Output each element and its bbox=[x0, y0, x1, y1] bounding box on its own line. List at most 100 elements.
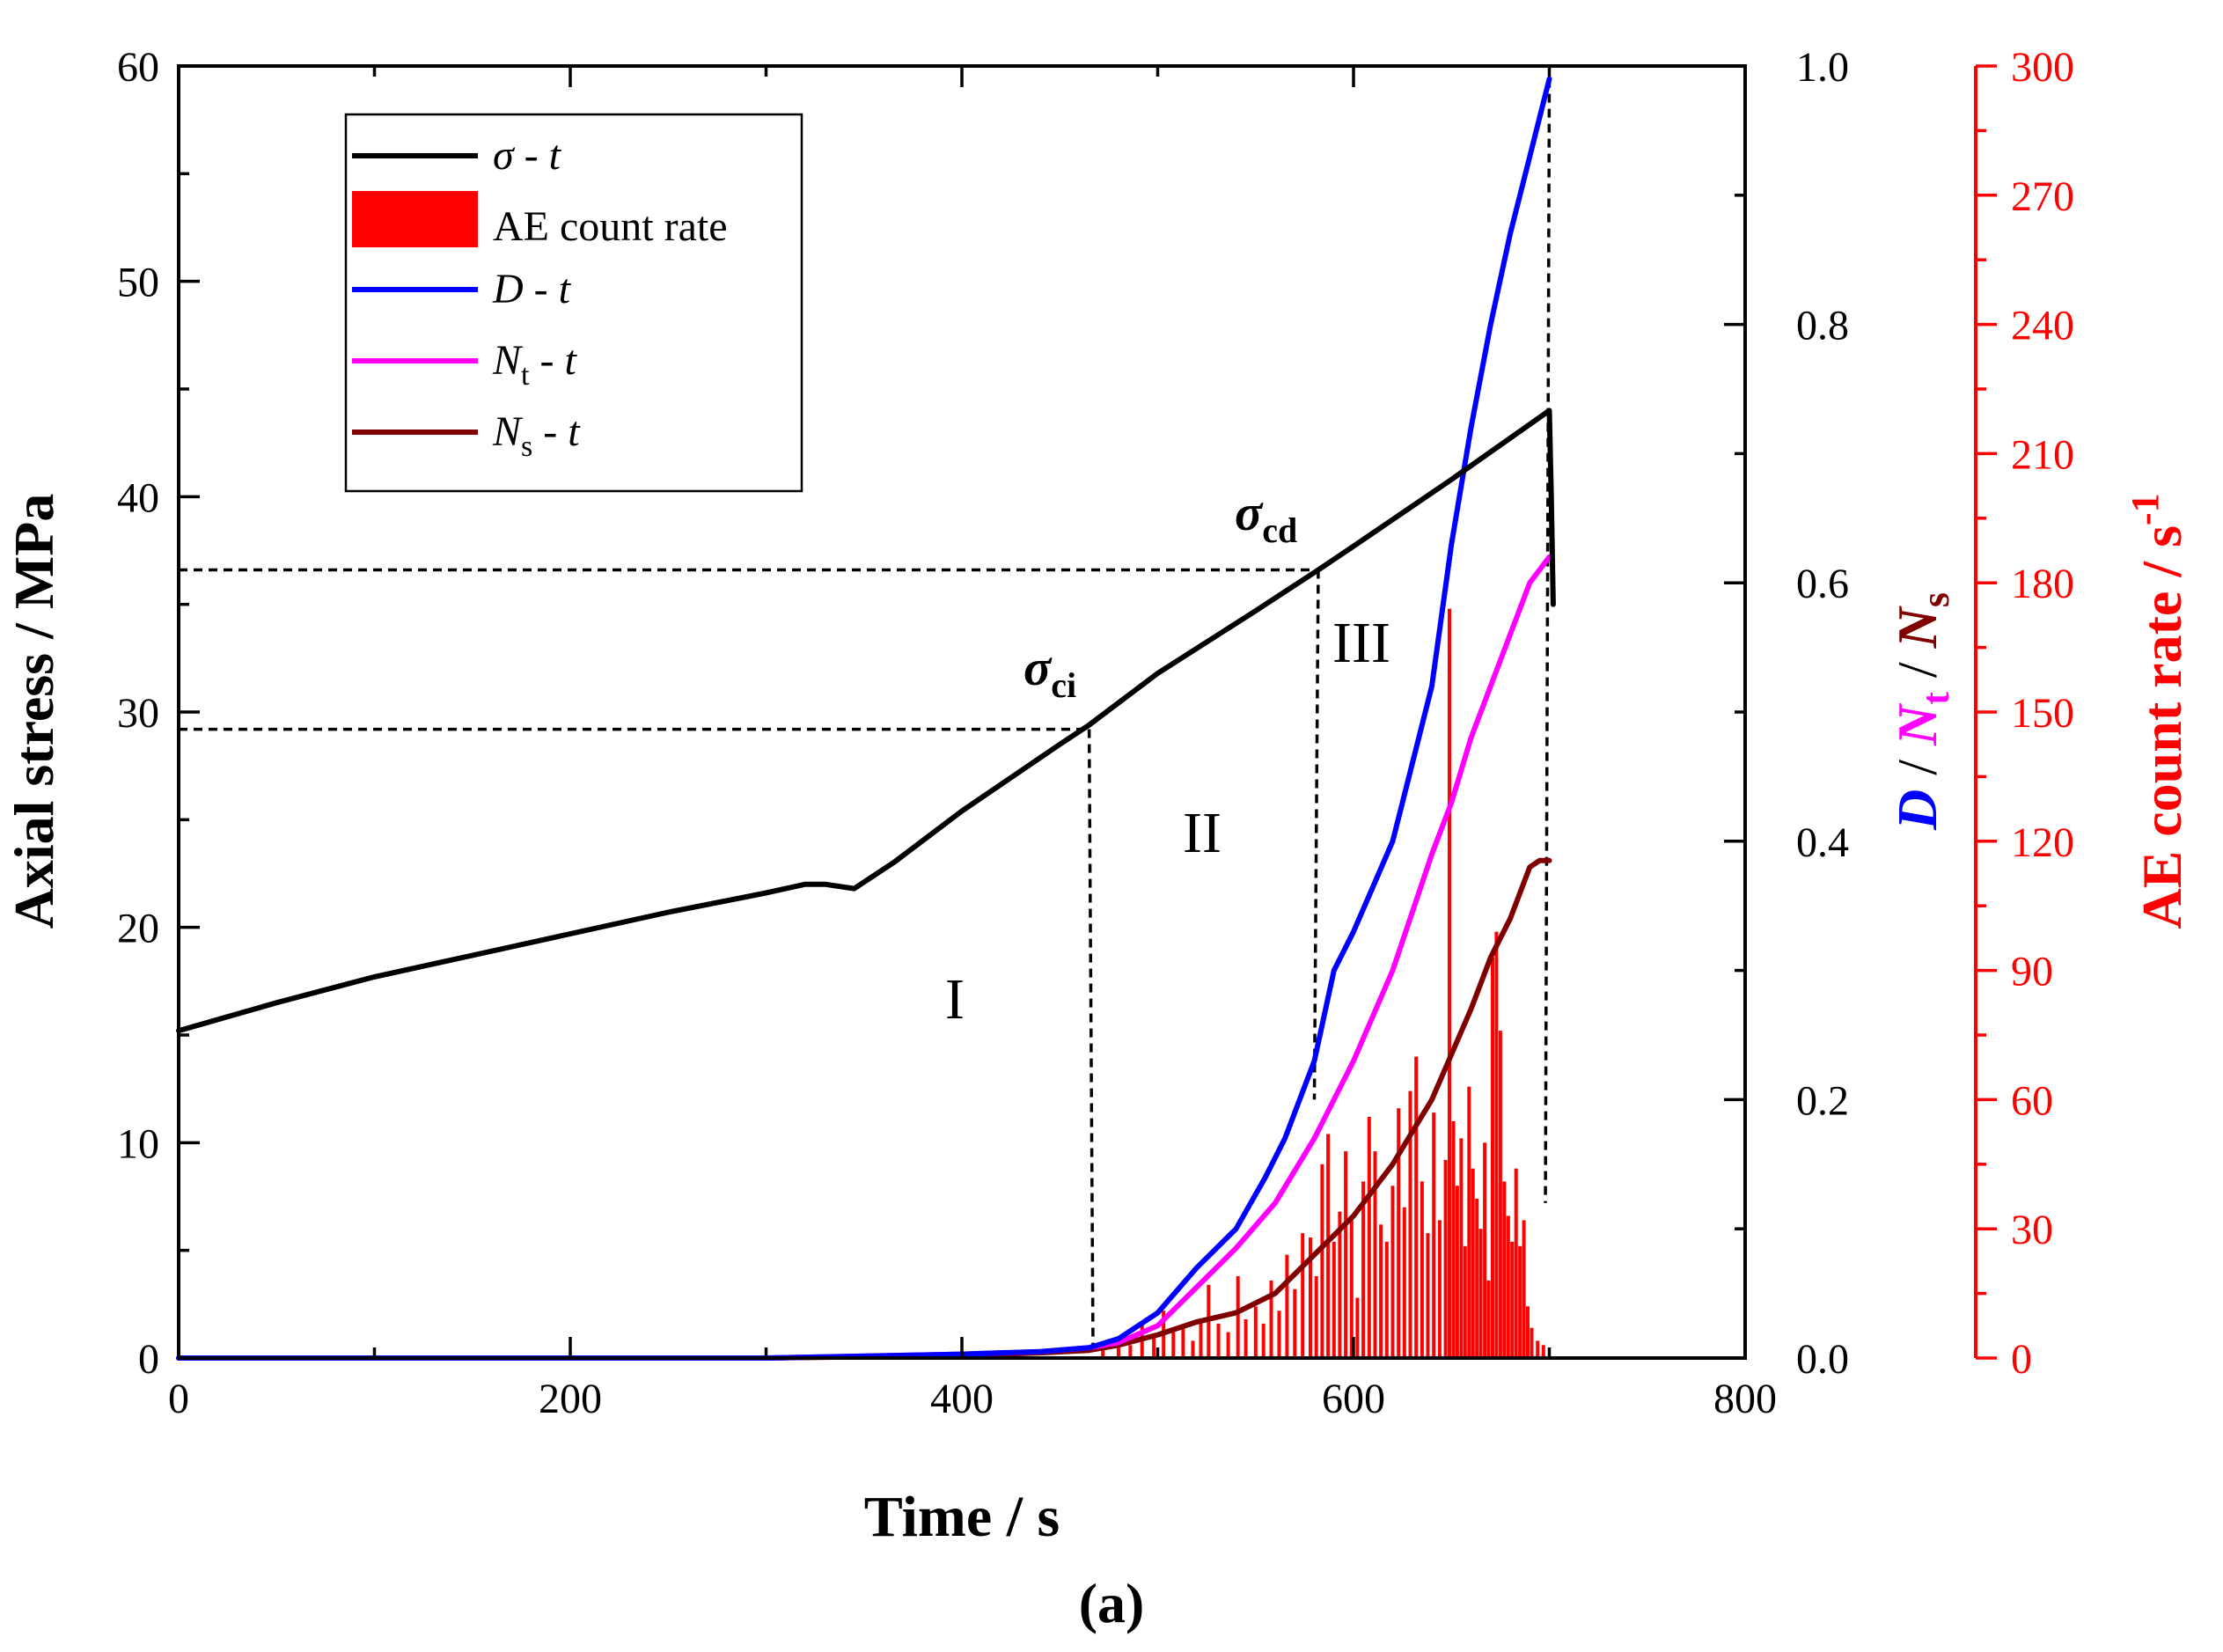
legend-box bbox=[344, 113, 803, 493]
ae-bar bbox=[1514, 1168, 1518, 1358]
panel-label: (a) bbox=[1079, 1572, 1145, 1634]
ae-bar bbox=[1171, 1332, 1176, 1358]
sigma-cd-vline bbox=[1312, 569, 1320, 1100]
ae-bar bbox=[1506, 1215, 1510, 1358]
y-mid-tick-label: 1.0 bbox=[1796, 44, 1849, 91]
ae-bar bbox=[1491, 957, 1494, 1358]
ae-bar bbox=[1191, 1340, 1195, 1358]
ae-bar bbox=[1475, 1198, 1479, 1358]
y-right-tick-label: 150 bbox=[2011, 690, 2074, 737]
y-left-tick-label: 0 bbox=[138, 1336, 159, 1383]
series-line-D bbox=[176, 76, 1552, 1361]
ae-bar bbox=[1486, 1280, 1491, 1358]
ae-bar bbox=[1101, 1349, 1105, 1358]
y-left-tick-label: 50 bbox=[117, 260, 159, 306]
y-left-tick-label: 20 bbox=[117, 906, 159, 952]
ae-bar bbox=[1332, 1241, 1336, 1358]
y-right-tick-label: 30 bbox=[2011, 1207, 2053, 1253]
x-tick-label: 400 bbox=[930, 1376, 994, 1422]
ae-bar bbox=[1502, 1181, 1507, 1358]
y-mid-tick-label: 0.6 bbox=[1796, 561, 1849, 607]
ae-bar bbox=[1397, 1108, 1401, 1358]
ae-bar bbox=[1463, 1245, 1467, 1358]
ae-bar bbox=[1402, 1207, 1406, 1358]
axes: 0 200 400 600 80001020304050600.00.20.40.60.… bbox=[117, 44, 2074, 1422]
y-right-tick-label: 210 bbox=[2011, 431, 2074, 478]
x-tick-label: 800 bbox=[1713, 1376, 1777, 1422]
ae-bar bbox=[1181, 1327, 1185, 1358]
ae-bar bbox=[1530, 1327, 1534, 1358]
ae-bar bbox=[1244, 1319, 1248, 1358]
ae-bar bbox=[1432, 1112, 1436, 1358]
series-line-stress bbox=[176, 407, 1556, 1034]
ae-bar bbox=[1443, 1159, 1448, 1358]
y-right-tick-label: 90 bbox=[2011, 949, 2053, 995]
ae-bar bbox=[1420, 1181, 1424, 1358]
sigma-cd-label: σcd bbox=[1235, 484, 1297, 550]
ae-bar bbox=[1459, 1138, 1464, 1358]
ae-bar bbox=[1379, 1224, 1383, 1358]
ae-bar bbox=[1367, 1117, 1371, 1358]
y-right-tick-label: 180 bbox=[2011, 561, 2074, 607]
ae-bar bbox=[1541, 1345, 1545, 1358]
ae-bar bbox=[1498, 1031, 1502, 1358]
ae-bar bbox=[1344, 1151, 1348, 1358]
peak-vline bbox=[1544, 78, 1552, 1203]
ae-bar bbox=[1253, 1306, 1258, 1358]
y-left-tick-label: 30 bbox=[117, 690, 159, 737]
ae-bar bbox=[1510, 1241, 1515, 1358]
ae-bar bbox=[1199, 1319, 1203, 1358]
y-left-tick-label: 10 bbox=[117, 1120, 159, 1167]
x-axis-label: Time / s bbox=[864, 1485, 1060, 1549]
ae-bar bbox=[1437, 1220, 1442, 1358]
x-tick-label: 200 bbox=[539, 1376, 602, 1422]
ae-bar bbox=[1455, 1186, 1459, 1358]
series-line-Nt bbox=[176, 554, 1552, 1361]
ae-bar bbox=[1518, 1245, 1522, 1358]
ae-bar bbox=[1467, 1086, 1471, 1358]
ae-bar bbox=[1448, 608, 1451, 1358]
series-line-Ns bbox=[176, 857, 1552, 1361]
ae-bar bbox=[1117, 1340, 1120, 1358]
ae-bar bbox=[1373, 1151, 1377, 1358]
ae-bars bbox=[1101, 608, 1545, 1358]
left-axis-label: Axial stress / MPa bbox=[3, 494, 65, 929]
ae-bar bbox=[1384, 1241, 1389, 1358]
ae-bar bbox=[1478, 1229, 1483, 1358]
legend-label-ae: AE count rate bbox=[493, 203, 728, 250]
y-right-tick-label: 240 bbox=[2011, 303, 2074, 349]
ae-bar bbox=[1277, 1311, 1281, 1358]
y-right-tick-label: 0 bbox=[2011, 1336, 2032, 1383]
region-label-II: II bbox=[1183, 801, 1222, 865]
y-mid-tick-label: 0.0 bbox=[1796, 1336, 1849, 1383]
x-tick-label: 600 bbox=[1322, 1376, 1385, 1422]
series-lines bbox=[176, 76, 1556, 1361]
ae-bar bbox=[1338, 1211, 1342, 1358]
ae-bar bbox=[1526, 1306, 1530, 1358]
right-axis-label: AE count rate / s-1 bbox=[2124, 493, 2193, 929]
ae-bar bbox=[1314, 1276, 1318, 1358]
ae-bar bbox=[1471, 1168, 1475, 1358]
y-right-tick-label: 60 bbox=[2011, 1077, 2053, 1124]
ae-bar bbox=[1261, 1323, 1266, 1358]
region-label-III: III bbox=[1332, 611, 1390, 675]
ae-bar bbox=[1152, 1336, 1156, 1358]
legend-label-Nt: Nt - t bbox=[492, 337, 577, 392]
ae-bar bbox=[1236, 1276, 1240, 1358]
sigma-ci-label: σci bbox=[1023, 639, 1076, 705]
ae-bar bbox=[1269, 1280, 1273, 1358]
y-mid-tick-label: 0.2 bbox=[1796, 1077, 1849, 1124]
ae-bar bbox=[1226, 1332, 1230, 1358]
ae-bar bbox=[1390, 1186, 1395, 1358]
y-left-tick-label: 60 bbox=[117, 44, 159, 91]
y-right-tick-label: 270 bbox=[2011, 173, 2074, 220]
region-label-I: I bbox=[945, 967, 965, 1032]
ae-bar bbox=[1355, 1297, 1360, 1358]
sigma-ci-vline bbox=[1087, 729, 1095, 1359]
ae-bar bbox=[1361, 1181, 1366, 1358]
legend-swatch-ae bbox=[352, 191, 478, 247]
x-tick-label: 0 bbox=[168, 1376, 189, 1422]
ae-bar bbox=[1285, 1254, 1289, 1358]
ae-bar bbox=[1128, 1345, 1133, 1358]
